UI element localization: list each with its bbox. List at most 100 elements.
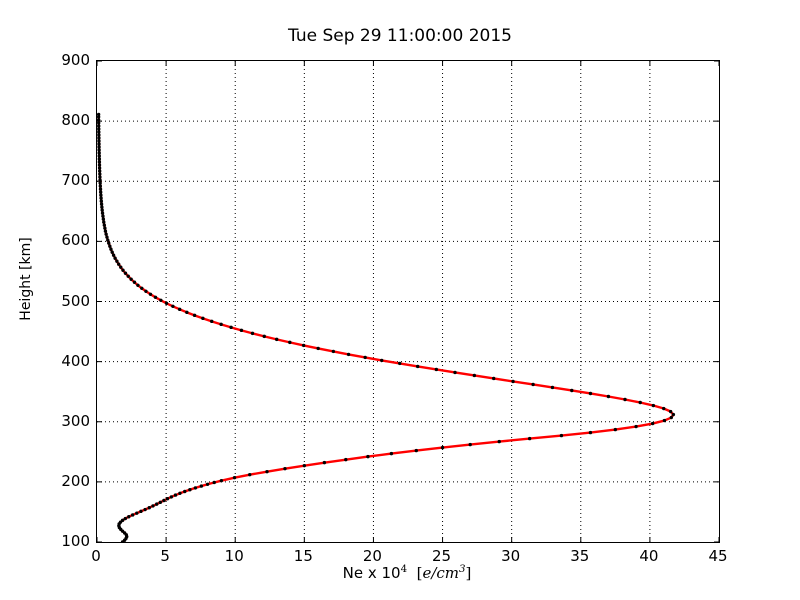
data-point-marker [634,424,638,429]
y-tick-label: 700 [61,171,90,190]
x-tick-label: 10 [224,547,244,565]
x-tick-label: 15 [293,547,313,565]
data-point-marker [440,445,445,450]
data-point-marker [177,307,182,312]
data-point-marker [178,491,182,495]
data-point-marker [109,247,113,251]
data-point-marker [212,480,216,485]
data-point-marker [205,482,210,486]
data-series-layer[interactable] [97,61,719,542]
data-point-marker [119,265,123,269]
data-point-marker [135,511,139,515]
data-point-marker [104,232,108,236]
data-point-marker [193,486,198,490]
data-point-marker [662,406,666,411]
data-point-marker [117,262,121,266]
data-point-marker [165,497,170,501]
data-point-marker [153,295,158,299]
data-point-marker [162,498,166,503]
data-point-marker [159,298,163,302]
data-point-marker [111,253,116,257]
plot-area [96,60,720,543]
data-point-marker [97,151,101,155]
data-point-marker [173,493,178,497]
data-point-marker [301,343,306,348]
data-point-marker [164,301,169,305]
data-point-marker [98,190,103,194]
x-axis-unit-cm: cm [436,564,460,582]
y-tick-label: 100 [61,532,90,550]
x-axis-unit-close: ] [465,564,472,582]
x-tick-label: 0 [91,547,101,565]
data-point-marker [623,397,627,402]
data-point-marker [638,400,642,405]
data-point-marker [110,250,114,254]
chart-title: Tue Sep 29 11:00:00 2015 [288,26,512,46]
data-point-marker [232,475,237,480]
data-point-marker [274,337,279,342]
data-point-marker [398,361,402,366]
y-tick-label: 400 [61,351,90,370]
data-point-marker [100,208,104,212]
x-axis-label: Ne x 104 [e/cm3] [96,564,718,582]
data-point-marker [98,181,102,185]
x-tick-label: 20 [362,547,382,565]
data-point-marker [613,427,618,432]
data-point-marker [97,160,102,164]
data-line-ne-profile [97,113,675,542]
data-point-marker [97,145,101,149]
data-point-marker [183,489,187,494]
data-point-marker [219,478,224,483]
data-point-marker [531,382,535,387]
y-tick-label: 900 [61,51,90,69]
x-axis-tick-labels: 0 5 10 15 20 25 30 35 40 45 [91,547,727,569]
data-point-marker [415,364,420,369]
x-axis-unit-electron: e [422,564,432,582]
data-point-marker [322,460,327,465]
data-point-marker [97,154,101,158]
data-point-marker [103,229,108,233]
y-tick-label: 800 [61,111,90,130]
data-point-marker [331,349,336,354]
data-point-marker [106,238,110,242]
data-point-marker [414,448,418,453]
data-point-marker [97,136,101,140]
data-point-marker [100,205,104,209]
data-point-marker [671,412,676,417]
data-point-marker [192,313,197,318]
data-point-marker [127,515,131,519]
data-point-marker [199,484,204,488]
data-point-marker [239,328,244,333]
data-point-marker [98,184,103,188]
data-point-marker [389,451,394,456]
data-point-marker [527,436,532,441]
data-point-marker [248,472,252,477]
data-point-marker [97,142,101,146]
data-point-marker [158,500,163,505]
data-point-marker [468,442,472,447]
data-point-marker [99,196,103,200]
data-point-marker [472,373,477,378]
data-point-marker [97,148,101,152]
data-point-marker [97,163,102,167]
data-point-marker [143,507,147,512]
data-point-marker [492,376,496,381]
data-point-marker [102,220,106,224]
y-tick-label: 200 [61,471,90,490]
data-point-marker [97,115,101,119]
x-tick-label: 5 [160,547,170,565]
data-point-marker [120,518,125,523]
y-tick-label: 600 [61,231,90,250]
data-point-marker [201,316,205,321]
data-point-marker [129,277,133,281]
data-point-marker [121,268,125,272]
data-point-marker [250,331,255,336]
data-point-marker [434,367,439,372]
data-point-marker [155,502,159,506]
data-point-marker [113,256,117,260]
data-point-marker [453,370,457,375]
data-point-marker [302,463,307,468]
data-point-marker [130,513,135,517]
data-point-marker [662,418,667,423]
data-point-marker [99,193,103,197]
